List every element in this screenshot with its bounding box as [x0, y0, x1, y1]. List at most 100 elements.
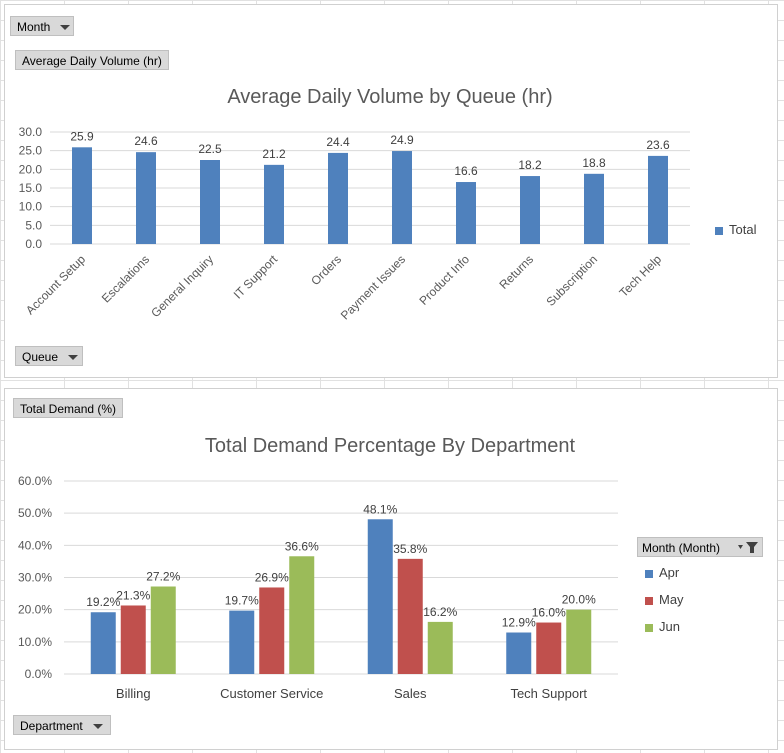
- value-field-label-2: Total Demand (%): [20, 402, 117, 416]
- bar[interactable]: [136, 152, 156, 244]
- value-field-button-2[interactable]: Total Demand (%): [13, 398, 124, 418]
- y-tick-label: 50.0%: [18, 506, 52, 520]
- bar[interactable]: [150, 586, 176, 674]
- data-label: 21.2: [262, 147, 286, 161]
- bar[interactable]: [90, 612, 116, 674]
- legend-label: Total: [729, 222, 757, 237]
- y-tick-label: 40.0%: [18, 538, 52, 552]
- bar[interactable]: [259, 587, 285, 674]
- x-tick-label: Payment Issues: [338, 252, 408, 322]
- legend-header-label: Month (Month): [642, 541, 721, 555]
- legend-item[interactable]: May: [645, 592, 684, 607]
- y-tick-label: 10.0%: [18, 635, 52, 649]
- y-tick-label: 30.0: [19, 125, 43, 139]
- data-label: 18.8: [582, 156, 606, 170]
- bar[interactable]: [427, 621, 453, 674]
- data-label: 24.9: [390, 133, 414, 147]
- chevron-down-icon: [68, 355, 79, 361]
- data-label: 18.2: [518, 158, 542, 172]
- x-tick-label: General Inquiry: [148, 252, 216, 320]
- bar[interactable]: [367, 519, 393, 674]
- data-label: 26.9%: [255, 570, 289, 584]
- y-tick-label: 10.0: [19, 200, 43, 214]
- x-tick-label: Product Info: [416, 252, 472, 308]
- bar[interactable]: [289, 556, 315, 674]
- legend-swatch: [645, 596, 653, 605]
- data-label: 21.3%: [116, 588, 150, 602]
- x-tick-label: Orders: [308, 252, 344, 288]
- queue-axis-button[interactable]: Queue: [15, 346, 83, 366]
- legend-item: Total: [715, 222, 756, 237]
- chevron-down-icon: [60, 25, 71, 31]
- data-label: 19.7%: [225, 594, 259, 608]
- data-label: 24.4: [326, 135, 350, 149]
- x-tick-label: Tech Help: [616, 252, 664, 300]
- month-filter-label: Month: [17, 20, 51, 34]
- x-tick-label: Account Setup: [23, 252, 88, 317]
- data-label: 36.6%: [285, 539, 319, 553]
- y-tick-label: 25.0: [19, 144, 43, 158]
- y-tick-label: 0.0%: [25, 667, 53, 681]
- department-bar-chart: 0.0% 10.0% 20.0% 30.0% 40.0% 50.0% 60.0% 19.2%…: [18, 474, 618, 701]
- legend-label: Jun: [659, 619, 680, 634]
- x-tick-label: Tech Support: [510, 686, 587, 701]
- bar[interactable]: [200, 160, 220, 244]
- value-field-button[interactable]: Average Daily Volume (hr): [15, 50, 169, 70]
- month-legend-filter[interactable]: Month (Month): [637, 537, 763, 557]
- bar[interactable]: [120, 605, 146, 674]
- legend-item[interactable]: Apr: [645, 565, 679, 580]
- data-labels: 25.9 24.6 22.5 21.2 24.4 24.9 16.6 18.2 18.8 23.6: [70, 129, 670, 178]
- chevron-down-icon: [92, 724, 103, 730]
- grid: [50, 131, 690, 245]
- data-label: 16.2%: [423, 605, 457, 619]
- data-label: 24.6: [134, 134, 158, 148]
- bar[interactable]: [72, 147, 92, 244]
- y-tick-label: 20.0%: [18, 603, 52, 617]
- department-axis-button[interactable]: Department: [13, 715, 111, 735]
- legend-item[interactable]: Jun: [645, 619, 680, 634]
- x-tick-label: Returns: [497, 252, 537, 292]
- bar[interactable]: [648, 155, 668, 244]
- data-label: 12.9%: [502, 616, 536, 630]
- data-label: 48.1%: [363, 502, 397, 516]
- legend-label: May: [659, 592, 684, 607]
- bar[interactable]: [264, 164, 284, 244]
- data-label: 20.0%: [562, 593, 596, 607]
- chart-title: Average Daily Volume by Queue (hr): [227, 86, 553, 108]
- x-tick-label: IT Support: [231, 252, 281, 302]
- data-label: 16.0%: [532, 606, 566, 620]
- bar[interactable]: [520, 176, 540, 244]
- bar[interactable]: [584, 173, 604, 244]
- bar[interactable]: [456, 182, 476, 244]
- x-axis: Billing Customer Service Sales Tech Support: [116, 686, 588, 701]
- data-label: 16.6: [454, 164, 478, 178]
- bar[interactable]: [536, 622, 562, 674]
- y-axis: 0.0% 10.0% 20.0% 30.0% 40.0% 50.0% 60.0%: [18, 474, 52, 681]
- x-tick-label: Billing: [116, 686, 151, 701]
- bar[interactable]: [566, 609, 592, 674]
- bars: [72, 147, 668, 244]
- data-label: 19.2%: [86, 595, 120, 609]
- bar[interactable]: [506, 632, 532, 674]
- department-axis-label: Department: [20, 719, 83, 733]
- queue-bar-chart: 0.05.010.015.020.025.030.0 25.9 24.622.5 2…: [19, 125, 690, 323]
- x-tick-label: Subscription: [544, 252, 601, 309]
- bar[interactable]: [392, 151, 412, 244]
- funnel-icon: [738, 542, 758, 553]
- legend-swatch: [715, 226, 723, 235]
- chart-title-2: Total Demand Percentage By Department: [204, 435, 576, 457]
- data-label: 27.2%: [146, 570, 180, 584]
- bar[interactable]: [397, 558, 423, 674]
- x-tick-label: Escalations: [99, 252, 152, 305]
- bar[interactable]: [229, 610, 255, 674]
- data-label: 35.8%: [393, 542, 427, 556]
- y-axis: 0.0 5.0 10.0 15.0 20.0 25.0 30.0: [19, 125, 43, 251]
- queue-axis-label: Queue: [22, 350, 59, 364]
- legend-label: Apr: [659, 565, 680, 580]
- y-tick-label: 0.0: [25, 237, 42, 251]
- data-label: 23.6: [646, 138, 670, 152]
- y-tick-label: 15.0: [19, 181, 43, 195]
- month-filter-button[interactable]: Month: [10, 16, 74, 36]
- bar[interactable]: [328, 152, 348, 244]
